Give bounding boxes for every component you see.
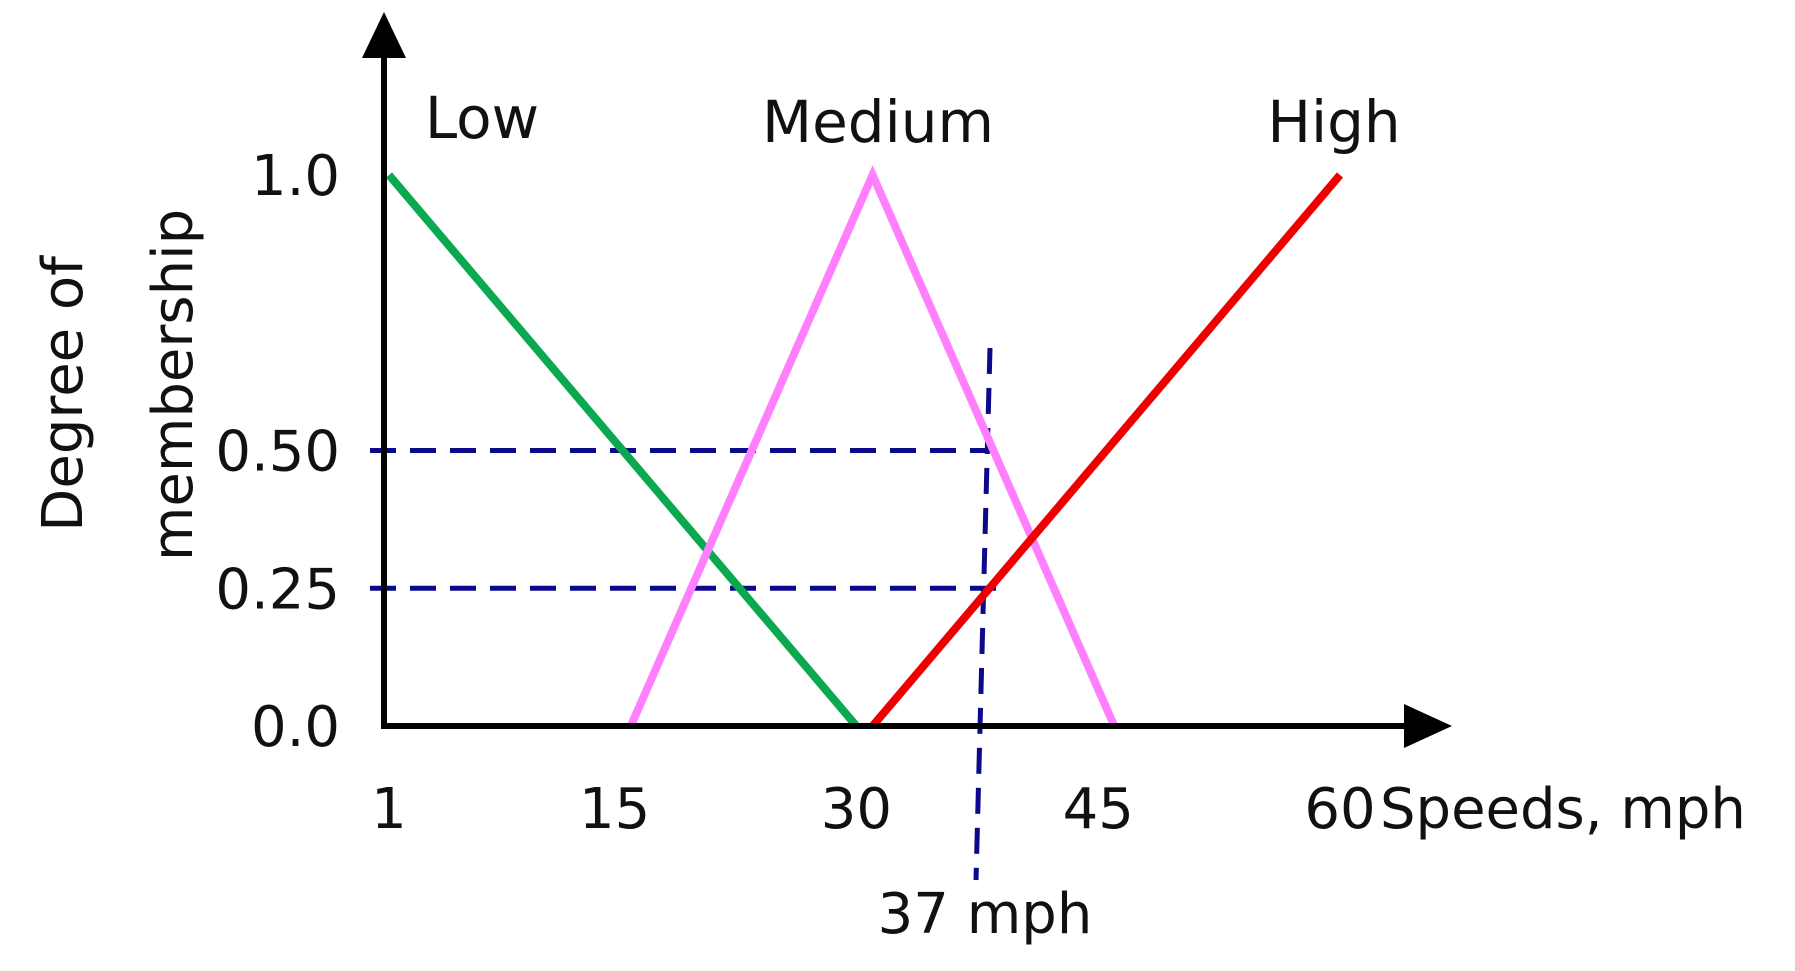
series-line-medium (627, 165, 1118, 728)
x-axis-label: Speeds, mph (1380, 777, 1746, 842)
series-line-high (869, 172, 1344, 729)
y-tick-labels: 0.0 0.25 0.50 1.0 (215, 144, 340, 760)
series-labels: Low Medium High (425, 84, 1401, 156)
x-tick-label: 1 (371, 777, 407, 842)
x-tick-label: 60 (1304, 777, 1375, 842)
axes (362, 12, 1452, 748)
y-tick-label: 1.0 (251, 144, 340, 209)
x-tick-label: 15 (579, 777, 650, 842)
y-axis-arrow (362, 12, 406, 58)
y-tick-label: 0.25 (215, 557, 340, 622)
reference-lines (370, 347, 1010, 881)
series-label-high: High (1267, 88, 1400, 156)
x-axis-arrow (1404, 704, 1452, 748)
series-label-low: Low (425, 84, 539, 152)
y-axis-label-line-1: Degree of (31, 255, 96, 532)
y-tick-label: 0.0 (251, 695, 340, 760)
y-tick-label: 0.50 (215, 420, 340, 485)
series-line-low (385, 172, 860, 729)
y-axis-label-line-2: membership (141, 209, 206, 561)
x-tick-label: 30 (821, 777, 892, 842)
vertical-ref-label: 37 mph (878, 882, 1093, 947)
x-tick-labels: 1 15 30 45 60 (371, 777, 1375, 842)
x-tick-label: 45 (1063, 777, 1134, 842)
y-axis-label: Degree of membership (31, 209, 206, 561)
series-label-medium: Medium (762, 88, 994, 156)
series-group (385, 165, 1344, 729)
